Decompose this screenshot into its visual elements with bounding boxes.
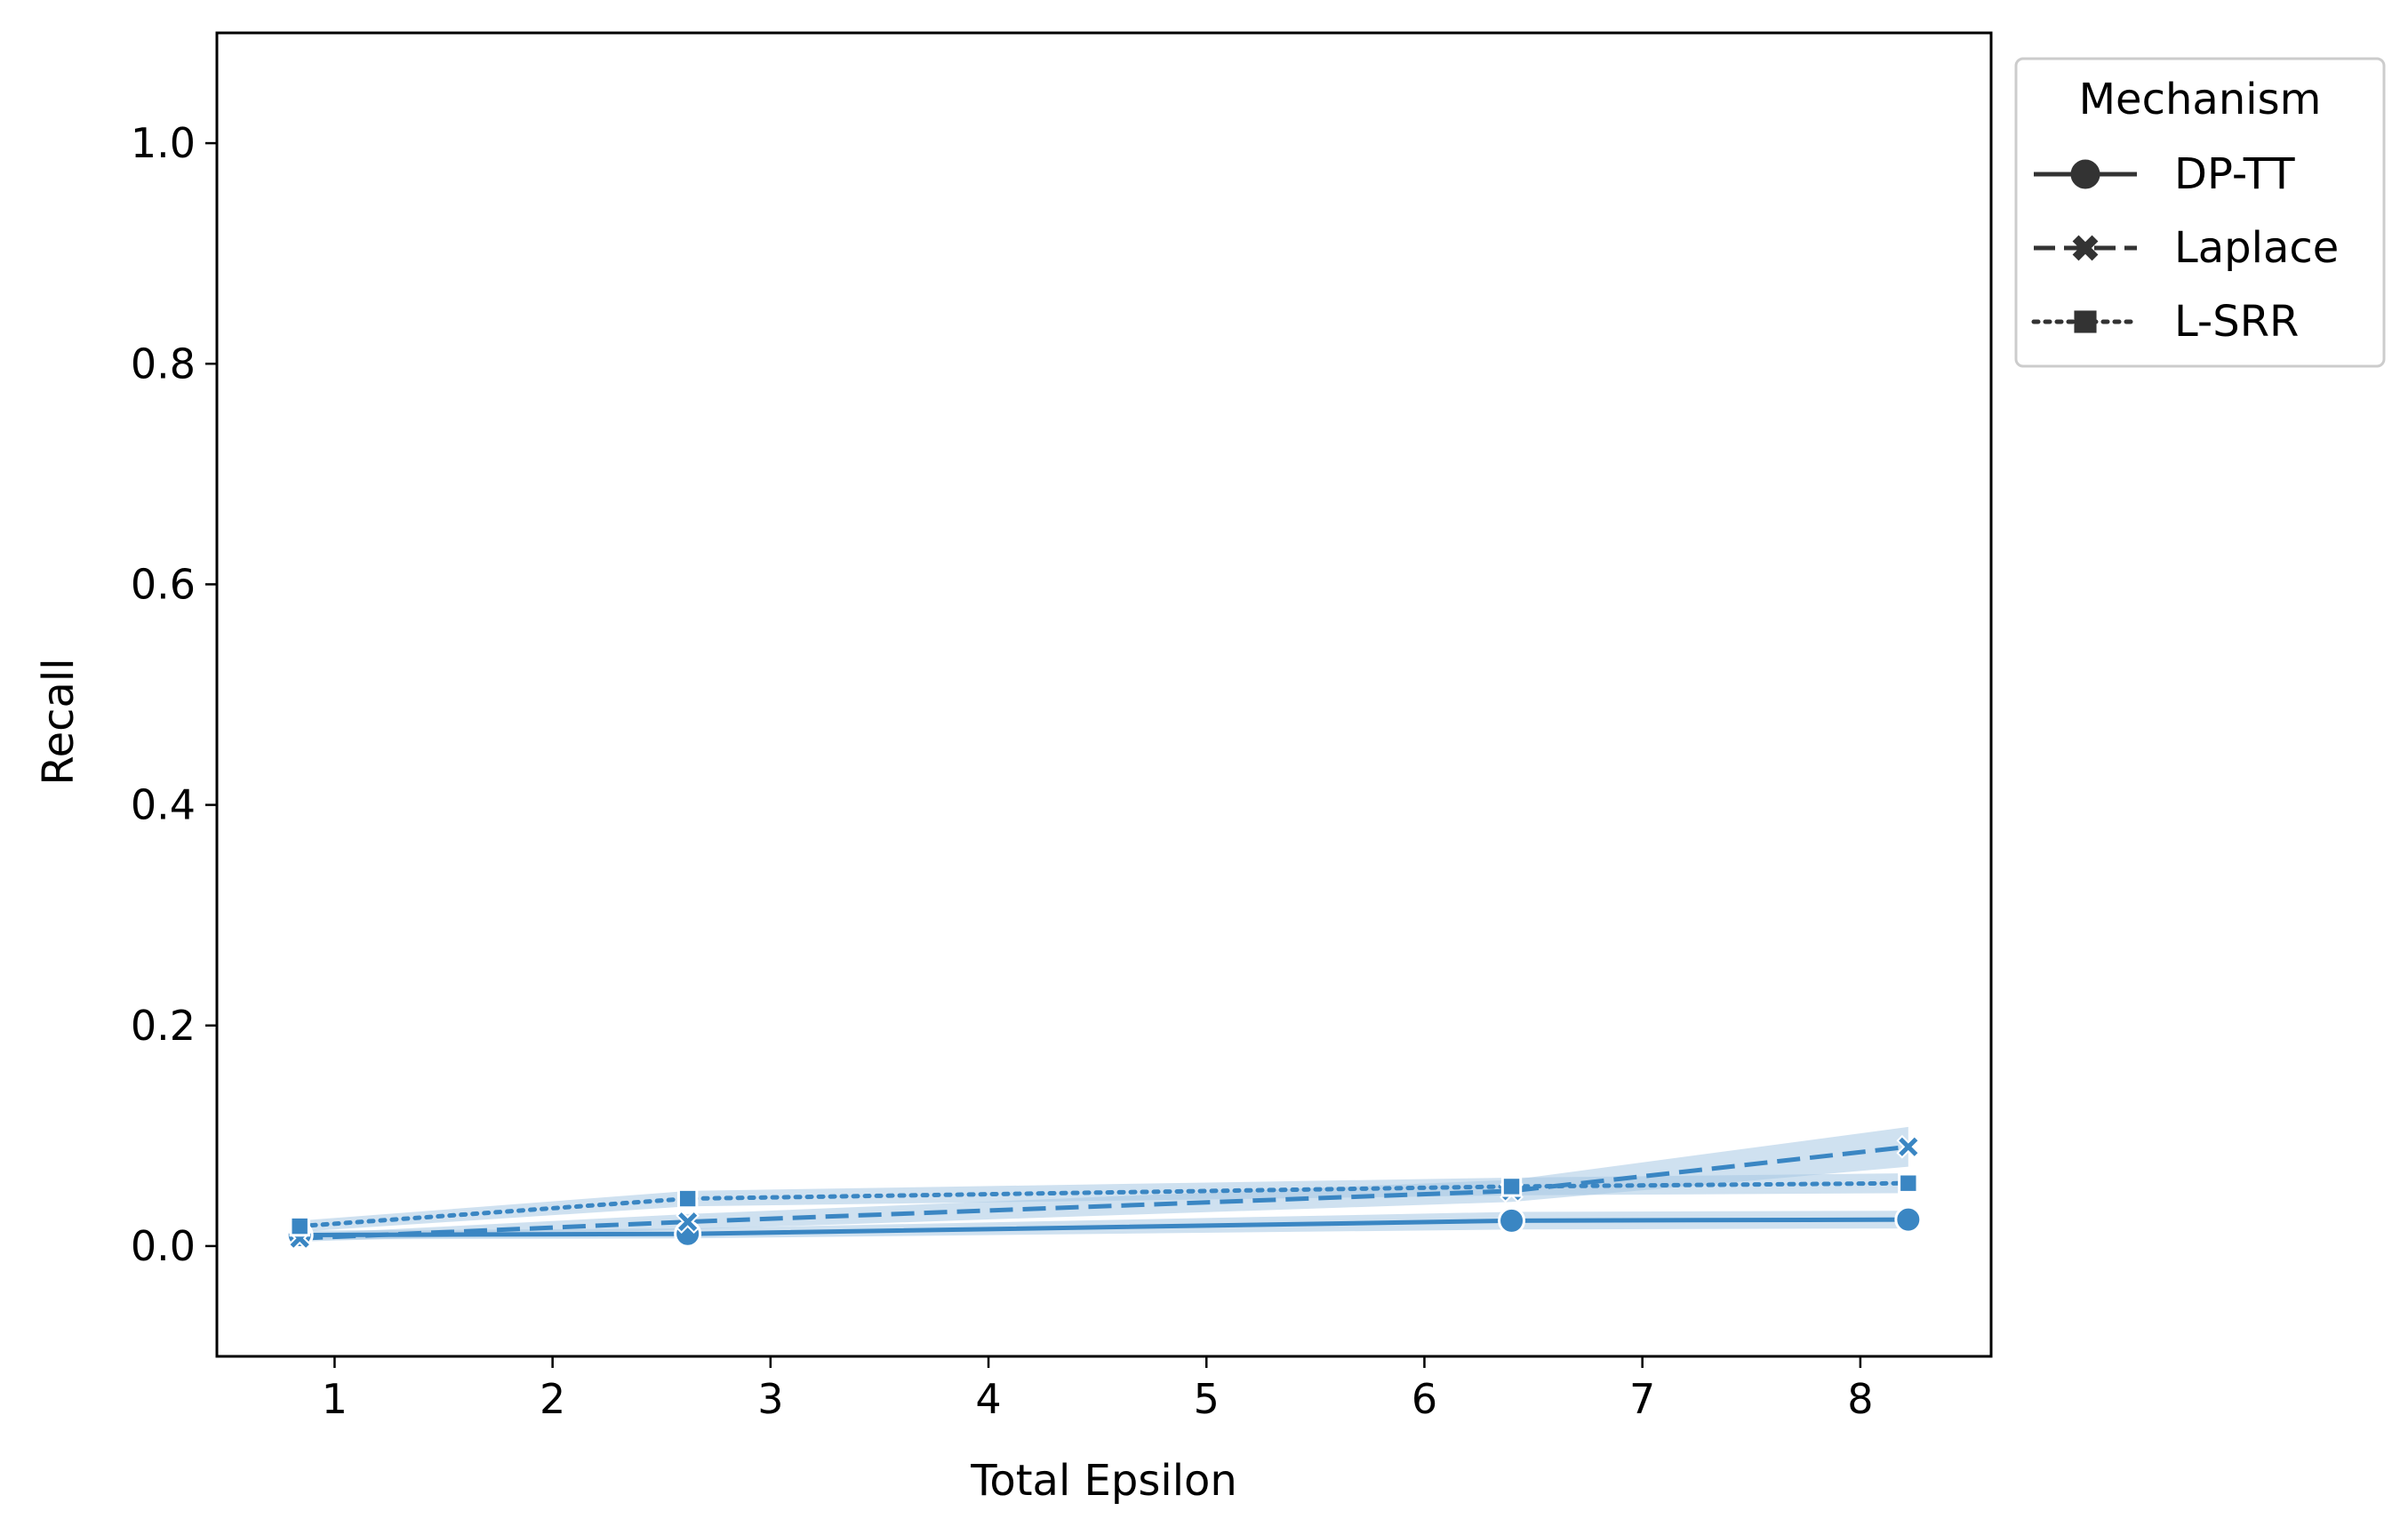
x-axis-ticks: 1 2 3 4 5 6 7 8: [322, 1356, 1874, 1423]
legend-title: Mechanism: [2079, 75, 2322, 124]
marker-laplace: [1896, 1134, 1921, 1159]
y-axis-label: Recall: [34, 658, 84, 785]
line-l-srr: [297, 1180, 1911, 1229]
legend-marker-sample: [2074, 310, 2097, 333]
x-tick-label: 4: [975, 1375, 1001, 1423]
x-tick-label: 7: [1629, 1375, 1655, 1423]
series-markers: [285, 1134, 1923, 1251]
legend-label: L-SRR: [2174, 297, 2299, 347]
y-tick-label: 1.0: [131, 119, 196, 167]
legend-entry-laplace: Laplace: [2034, 223, 2339, 273]
line-dp-tt: [300, 1217, 1908, 1238]
marker-dp-tt: [1894, 1205, 1923, 1234]
legend-marker-sample: [2070, 159, 2100, 189]
series-lines: [297, 1144, 1911, 1241]
marker-dp-tt: [1498, 1206, 1526, 1235]
legend-marker-sample: [2072, 235, 2099, 261]
line-laplace: [300, 1144, 1909, 1241]
y-axis-ticks: 0.0 0.2 0.4 0.6 0.8 1.0: [131, 119, 217, 1270]
x-tick-label: 8: [1847, 1375, 1873, 1423]
y-tick-label: 0.4: [131, 781, 196, 829]
marker-l-srr: [1500, 1176, 1523, 1197]
y-tick-label: 0.6: [131, 560, 196, 608]
x-tick-label: 3: [757, 1375, 783, 1423]
marker-l-srr: [676, 1187, 699, 1210]
legend-entry-dp-tt: DP-TT: [2034, 149, 2295, 199]
legend-entry-l-srr: L-SRR: [2031, 297, 2299, 347]
x-tick-label: 6: [1412, 1375, 1437, 1423]
y-tick-label: 0.2: [131, 1002, 196, 1050]
y-tick-label: 0.0: [131, 1222, 196, 1270]
plot-area-frame: [215, 31, 1993, 1358]
marker-l-srr: [289, 1215, 310, 1237]
legend-frame: [2014, 57, 2386, 368]
x-tick-label: 5: [1194, 1375, 1220, 1423]
x-tick-label: 2: [540, 1375, 565, 1423]
legend-label: Laplace: [2174, 223, 2339, 273]
marker-l-srr: [1898, 1172, 1919, 1194]
x-tick-label: 1: [322, 1375, 348, 1423]
legend: Mechanism DP-TT Laplace L-SRR: [2014, 57, 2386, 368]
x-axis-label: Total Epsilon: [970, 1456, 1237, 1506]
y-tick-label: 0.8: [131, 340, 196, 388]
marker-laplace: [676, 1210, 700, 1235]
legend-label: DP-TT: [2174, 149, 2295, 199]
